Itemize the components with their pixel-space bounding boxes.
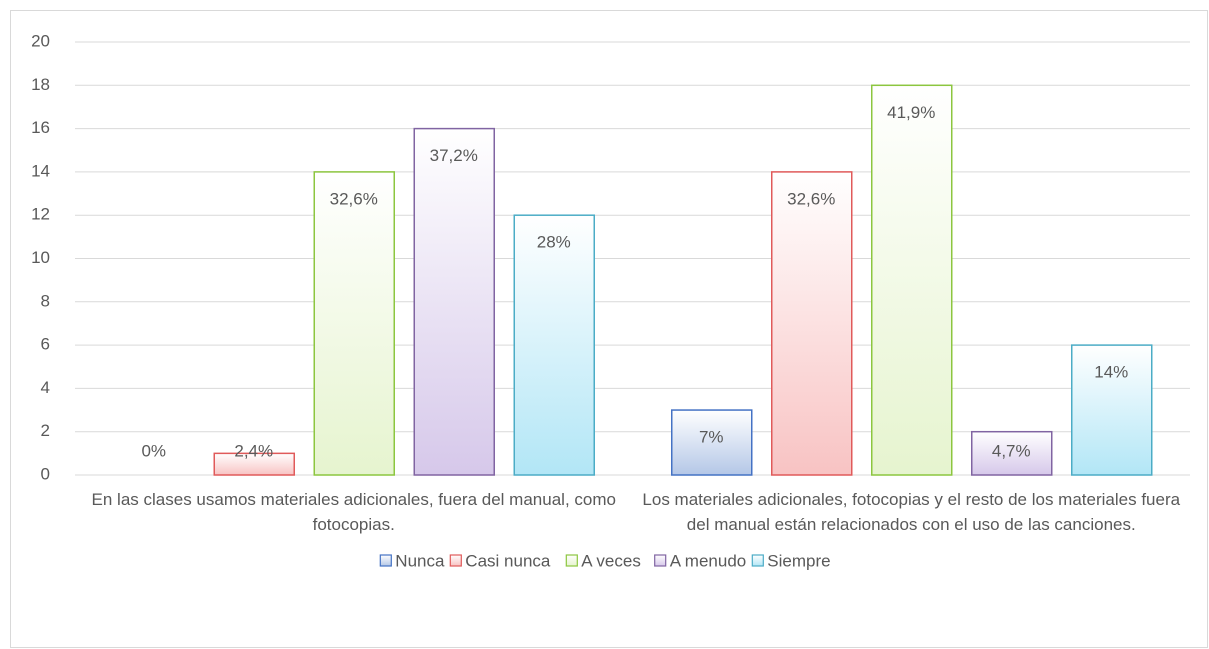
bar bbox=[413, 127, 495, 476]
bar bbox=[513, 214, 595, 476]
data-label: 7% bbox=[699, 428, 724, 447]
bar bbox=[671, 409, 753, 476]
data-label: 2,4% bbox=[234, 441, 273, 460]
bar bbox=[871, 84, 953, 476]
data-label: 4,7% bbox=[992, 441, 1031, 460]
legend-swatch bbox=[379, 554, 392, 567]
y-tick-label: 0 bbox=[41, 464, 50, 483]
y-tick-label: 14 bbox=[31, 161, 50, 180]
chart-border bbox=[10, 10, 1208, 648]
legend-label: A veces bbox=[581, 551, 641, 570]
legend-label: Casi nunca bbox=[465, 551, 551, 570]
y-tick-label: 4 bbox=[41, 378, 50, 397]
legend-swatch bbox=[654, 554, 667, 567]
legend-label: Nunca bbox=[395, 551, 445, 570]
legend-swatch bbox=[751, 554, 764, 567]
bar bbox=[971, 430, 1053, 476]
y-tick-label: 16 bbox=[31, 118, 50, 137]
data-label: 37,2% bbox=[430, 146, 478, 165]
bar bbox=[313, 171, 395, 476]
y-tick-label: 2 bbox=[41, 421, 50, 440]
y-tick-label: 18 bbox=[31, 75, 50, 94]
legend-swatch bbox=[565, 554, 578, 567]
y-tick-label: 20 bbox=[31, 31, 50, 50]
y-tick-label: 10 bbox=[31, 248, 50, 267]
legend-swatch bbox=[449, 554, 462, 567]
legend-label: A menudo bbox=[670, 551, 747, 570]
y-tick-label: 12 bbox=[31, 205, 50, 224]
bar bbox=[771, 171, 853, 476]
data-label: 32,6% bbox=[787, 189, 835, 208]
bar bbox=[1071, 344, 1153, 476]
x-tick-label: En las clases usamos materiales adiciona… bbox=[91, 490, 616, 534]
y-tick-label: 8 bbox=[41, 291, 50, 310]
x-tick-label: Los materiales adicionales, fotocopias y… bbox=[642, 490, 1181, 534]
data-label: 28% bbox=[537, 233, 571, 252]
y-tick-label: 6 bbox=[41, 335, 50, 354]
data-label: 0% bbox=[141, 441, 166, 460]
bar bbox=[213, 452, 295, 476]
data-label: 32,6% bbox=[330, 189, 378, 208]
data-label: 41,9% bbox=[887, 103, 935, 122]
legend-label: Siempre bbox=[767, 551, 830, 570]
data-label: 14% bbox=[1094, 363, 1128, 382]
